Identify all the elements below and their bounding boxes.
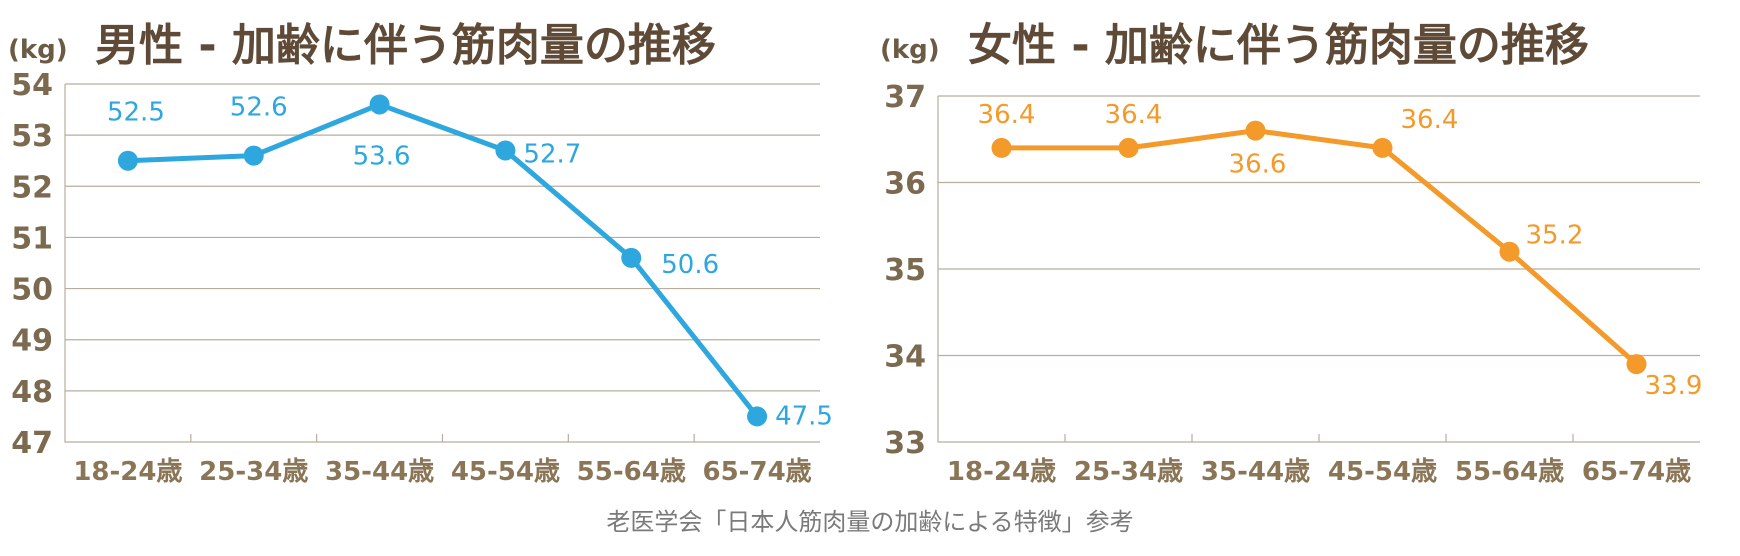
male-y-tick-label: 48 bbox=[11, 375, 53, 410]
female-x-tick-label: 18-24歳 bbox=[947, 457, 1056, 487]
female-x-tick-label: 35-44歳 bbox=[1201, 457, 1310, 487]
male-y-tick-label: 50 bbox=[11, 273, 53, 308]
male-y-tick-label: 52 bbox=[11, 170, 53, 205]
male-y-tick-label: 53 bbox=[11, 119, 53, 154]
female-x-tick-label: 65-74歳 bbox=[1582, 457, 1691, 487]
male-y-tick-label: 49 bbox=[11, 324, 53, 359]
male-data-point bbox=[495, 140, 516, 161]
female-data-label: 36.6 bbox=[1229, 150, 1287, 180]
male-x-tick-label: 65-74歳 bbox=[703, 457, 812, 487]
female-chart-panel: 女性 - 加齢に伴う筋肉量の推移 (kg) 33 34 35 36 37 18-24歳 25-3… bbox=[880, 20, 1702, 487]
female-x-tick-label: 55-64歳 bbox=[1455, 457, 1564, 487]
male-y-unit-label: (kg) bbox=[8, 35, 68, 65]
male-series-line bbox=[127, 101, 760, 418]
male-x-tick-label: 35-44歳 bbox=[325, 457, 434, 487]
female-x-tick-label: 25-34歳 bbox=[1074, 457, 1183, 487]
female-x-tick-label: 45-54歳 bbox=[1328, 457, 1437, 487]
male-data-label: 52.7 bbox=[523, 139, 581, 169]
male-y-tick-label: 47 bbox=[11, 426, 53, 461]
female-data-label: 35.2 bbox=[1526, 221, 1584, 251]
female-y-unit-label: (kg) bbox=[880, 35, 940, 65]
male-x-tick-label: 55-64歳 bbox=[577, 457, 686, 487]
male-data-point bbox=[621, 247, 642, 268]
male-chart-panel: 男性 - 加齢に伴う筋肉量の推移 (kg) 47 48 49 50 51 52 53 54 18-2… bbox=[8, 20, 833, 487]
male-data-point bbox=[117, 150, 138, 171]
female-y-tick-label: 36 bbox=[884, 167, 926, 202]
male-x-tick-label: 18-24歳 bbox=[73, 457, 182, 487]
female-series-line bbox=[1001, 128, 1639, 367]
female-y-tick-label: 37 bbox=[884, 80, 926, 115]
source-note: 老医学会「日本人筋肉量の加齢による特徴」参考 bbox=[606, 508, 1133, 536]
male-data-point bbox=[747, 406, 768, 427]
female-chart-title: 女性 - 加齢に伴う筋肉量の推移 bbox=[968, 20, 1589, 71]
female-data-point bbox=[1499, 241, 1520, 262]
male-data-point bbox=[369, 94, 390, 115]
female-data-point bbox=[991, 137, 1012, 158]
male-data-label: 50.6 bbox=[661, 250, 719, 280]
male-data-label: 53.6 bbox=[353, 141, 411, 171]
female-data-label: 36.4 bbox=[978, 100, 1036, 130]
male-x-tick-label: 45-54歳 bbox=[451, 457, 560, 487]
male-chart-title: 男性 - 加齢に伴う筋肉量の推移 bbox=[95, 20, 716, 71]
male-data-label: 52.5 bbox=[107, 98, 165, 128]
male-y-tick-label: 54 bbox=[11, 68, 53, 103]
male-data-point bbox=[243, 145, 264, 166]
female-data-label: 36.4 bbox=[1401, 105, 1459, 135]
female-data-point bbox=[1372, 137, 1393, 158]
male-data-label: 52.6 bbox=[230, 93, 288, 123]
female-y-tick-label: 35 bbox=[884, 253, 926, 288]
female-data-point bbox=[1626, 354, 1647, 375]
female-data-point bbox=[1118, 137, 1139, 158]
male-x-tick-label: 25-34歳 bbox=[199, 457, 308, 487]
female-data-label: 36.4 bbox=[1105, 100, 1163, 130]
female-data-point bbox=[1245, 120, 1266, 141]
female-y-tick-label: 34 bbox=[884, 340, 926, 375]
female-y-tick-label: 33 bbox=[884, 426, 926, 461]
male-y-tick-label: 51 bbox=[11, 221, 53, 256]
male-data-label: 47.5 bbox=[775, 401, 833, 431]
female-data-label: 33.9 bbox=[1645, 371, 1703, 401]
